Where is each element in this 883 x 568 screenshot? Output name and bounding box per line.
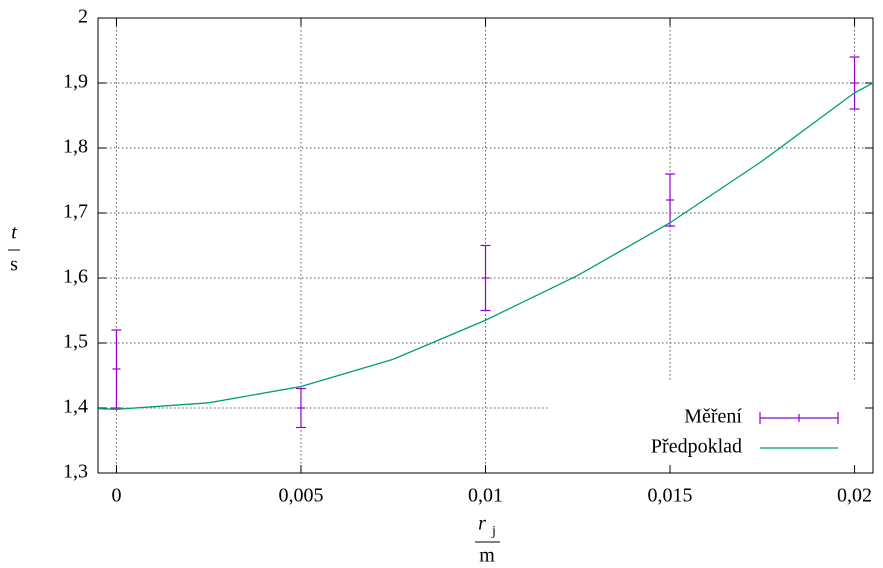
y-tick-label: 1,6	[63, 266, 88, 288]
y-tick-label: 2	[78, 6, 88, 28]
y-tick-label: 1,7	[63, 201, 88, 223]
legend-label: Měření	[684, 406, 742, 428]
y-tick-label: 1,5	[63, 331, 88, 353]
x-label-denominator: m	[479, 545, 495, 567]
x-tick-label: 0,01	[468, 485, 503, 507]
y-tick-label: 1,3	[63, 461, 88, 483]
plot-frame	[97, 17, 874, 474]
x-tick-label: 0	[111, 485, 121, 507]
x-tick-label: 0,005	[278, 485, 323, 507]
error-bar	[480, 244, 491, 312]
legend-label: Předpoklad	[651, 436, 742, 458]
x-tick-label: 0,02	[837, 485, 872, 507]
y-tick-label: 1,9	[63, 71, 88, 93]
y-label-denominator: s	[10, 254, 18, 276]
fit-line	[97, 82, 874, 410]
error-bar	[111, 329, 122, 409]
y-label-numerator: t	[11, 222, 17, 244]
x-tick-label: 0,015	[648, 485, 693, 507]
x-label-numerator: r	[478, 513, 486, 535]
error-bar	[849, 56, 860, 110]
x-label-subscript: j	[491, 524, 496, 539]
error-bar	[665, 173, 676, 227]
error-bar	[295, 387, 306, 429]
y-tick-label: 1,4	[63, 396, 88, 418]
y-tick-label: 1,8	[63, 136, 88, 158]
